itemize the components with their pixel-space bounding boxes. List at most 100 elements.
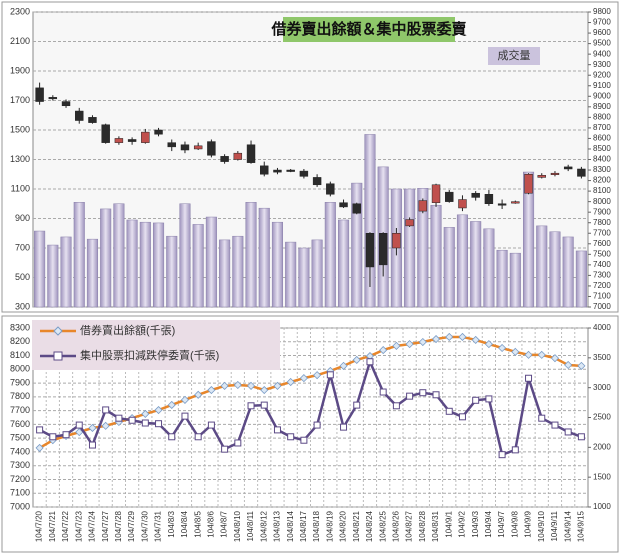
y-tick-label: 1100 xyxy=(11,183,30,193)
y2-tick-label: 7000 xyxy=(593,302,611,311)
volume-bar xyxy=(351,182,363,308)
x-tick-label: 104/9/1 xyxy=(444,510,453,537)
volume-bar xyxy=(311,239,323,308)
volume-bar xyxy=(73,202,85,308)
y-tick-label: 7600 xyxy=(10,419,30,429)
point xyxy=(167,400,176,410)
point xyxy=(419,389,427,397)
y-tick-label: 7500 xyxy=(10,433,30,443)
x-tick-label: 104/7/30 xyxy=(140,510,149,542)
candle-body xyxy=(312,177,322,186)
x-tick-label: 104/7/23 xyxy=(74,510,83,542)
y2-tick-label: 3500 xyxy=(593,353,611,362)
legend-label: 借券賣出餘額(千張) xyxy=(80,323,175,337)
y2-tick-label: 9600 xyxy=(593,28,611,37)
y2-tick-label: 7300 xyxy=(593,271,611,280)
volume-bar xyxy=(443,227,455,308)
y2-tick-label: 7200 xyxy=(593,281,611,290)
point xyxy=(445,407,453,415)
point xyxy=(181,412,189,420)
y-tick-label: 7800 xyxy=(10,391,30,401)
volume-bar xyxy=(47,244,59,308)
title-box xyxy=(283,17,455,42)
point xyxy=(207,385,216,395)
x-tick-label: 104/8/6 xyxy=(207,510,216,537)
point xyxy=(247,402,255,410)
point xyxy=(485,395,493,403)
x-tick-label: 104/8/19 xyxy=(325,510,334,542)
point xyxy=(220,381,229,390)
volume-bar xyxy=(496,249,508,308)
x-tick-label: 104/8/24 xyxy=(365,510,374,542)
candle-body xyxy=(154,129,163,135)
candle-body xyxy=(550,172,560,175)
volume-bar xyxy=(364,134,376,308)
x-tick-label: 104/8/10 xyxy=(233,510,242,542)
point xyxy=(379,346,388,355)
point xyxy=(207,421,215,429)
point xyxy=(194,433,202,441)
y2-tick-label: 1500 xyxy=(593,472,611,481)
volume-bar xyxy=(192,224,204,308)
candle-body xyxy=(127,139,137,142)
y2-tick-label: 9500 xyxy=(593,39,611,48)
point xyxy=(180,395,190,404)
y2-tick-label: 9200 xyxy=(593,70,611,79)
volume-bar xyxy=(338,219,350,308)
volume-bar xyxy=(34,230,46,308)
y2-tick-label: 8200 xyxy=(593,176,611,185)
candle-body xyxy=(61,101,71,107)
point xyxy=(458,413,466,421)
point xyxy=(564,360,573,370)
point xyxy=(511,347,520,356)
x-tick-label: 104/8/27 xyxy=(405,510,414,542)
volume-bar xyxy=(60,236,72,308)
x-tick-label: 104/8/5 xyxy=(193,510,202,537)
point xyxy=(405,340,414,349)
y2-tick-label: 8600 xyxy=(593,134,611,143)
legend-marker xyxy=(53,326,63,336)
y-tick-label: 1700 xyxy=(10,95,30,105)
candle-body xyxy=(167,142,176,148)
candle-body xyxy=(352,203,361,214)
y-tick-label: 1500 xyxy=(10,124,30,134)
point xyxy=(313,371,322,380)
point xyxy=(101,421,110,430)
y-tick-label: 300 xyxy=(15,301,30,311)
point xyxy=(62,431,70,439)
point xyxy=(260,401,268,409)
legend-box xyxy=(32,320,280,370)
volume-bar xyxy=(139,221,151,308)
x-tick-label: 104/7/27 xyxy=(101,510,110,542)
volume-bar xyxy=(113,203,125,308)
candle-body xyxy=(445,191,454,202)
candle-body xyxy=(88,117,97,123)
point xyxy=(221,445,229,453)
x-tick-label: 104/8/18 xyxy=(312,510,321,542)
chart-title: 借券賣出餘額＆集中股票委賣 xyxy=(270,20,467,38)
volume-label: 成交量 xyxy=(498,48,531,62)
legend-marker xyxy=(53,351,63,361)
point xyxy=(246,381,256,390)
candle-body xyxy=(114,138,124,143)
x-tick-label: 104/9/10 xyxy=(537,510,546,542)
point xyxy=(471,335,480,344)
y2-tick-label: 7100 xyxy=(593,292,611,301)
y2-tick-label: 7500 xyxy=(593,249,611,258)
point xyxy=(326,371,334,379)
y-tick-label: 7000 xyxy=(10,501,30,511)
x-tick-label: 104/7/21 xyxy=(48,510,57,542)
point xyxy=(564,428,572,436)
point xyxy=(406,392,414,400)
y2-tick-label: 7700 xyxy=(593,228,611,237)
y-tick-label: 500 xyxy=(15,272,30,282)
candle-body xyxy=(405,219,414,227)
point xyxy=(577,361,586,370)
x-tick-label: 104/9/9 xyxy=(524,510,533,537)
x-tick-label: 104/8/28 xyxy=(418,510,427,542)
candle-body xyxy=(207,141,216,156)
volume-bar xyxy=(298,247,310,308)
x-tick-label: 104/7/22 xyxy=(61,510,70,542)
point xyxy=(49,433,57,441)
